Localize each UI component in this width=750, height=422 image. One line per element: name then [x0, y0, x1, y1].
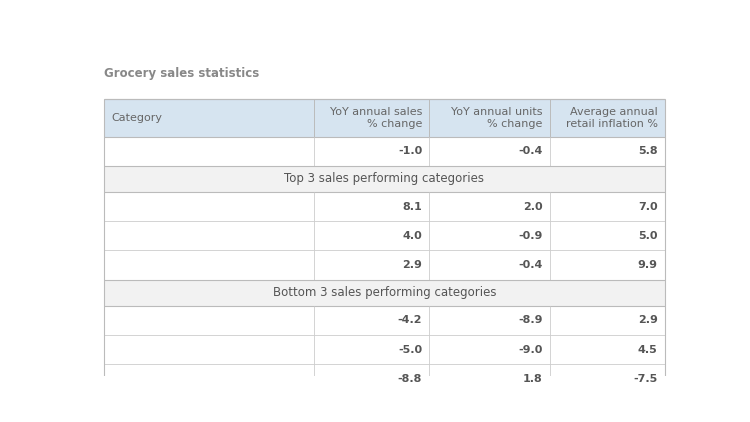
Text: Grocery sales statistics: Grocery sales statistics: [104, 67, 260, 80]
Text: Average annual
retail inflation %: Average annual retail inflation %: [566, 107, 658, 129]
Text: 7.0: 7.0: [638, 202, 658, 211]
Text: 9.9: 9.9: [638, 260, 658, 270]
Text: -0.4: -0.4: [518, 260, 543, 270]
Text: -4.2: -4.2: [398, 315, 422, 325]
Bar: [104, 335, 664, 364]
Text: 2.9: 2.9: [638, 315, 658, 325]
Text: YoY annual units
% change: YoY annual units % change: [452, 107, 543, 129]
Text: -0.4: -0.4: [518, 146, 543, 157]
Text: -0.9: -0.9: [518, 231, 543, 241]
Text: Category: Category: [111, 113, 162, 123]
Text: 2.0: 2.0: [523, 202, 543, 211]
Text: -1.0: -1.0: [398, 146, 422, 157]
Bar: [104, 306, 664, 335]
Bar: [104, 251, 664, 280]
Text: -8.9: -8.9: [518, 315, 543, 325]
Text: 5.8: 5.8: [638, 146, 658, 157]
Text: -8.8: -8.8: [398, 374, 422, 384]
Text: 5.0: 5.0: [638, 231, 658, 241]
Text: 4.0: 4.0: [403, 231, 422, 241]
Text: 2.9: 2.9: [402, 260, 422, 270]
Bar: [104, 280, 664, 306]
Text: -5.0: -5.0: [398, 345, 422, 354]
Bar: [104, 364, 664, 393]
Text: 4.5: 4.5: [638, 345, 658, 354]
Text: -7.5: -7.5: [633, 374, 658, 384]
Text: Bottom 3 sales performing categories: Bottom 3 sales performing categories: [273, 286, 496, 299]
Text: -9.0: -9.0: [518, 345, 543, 354]
Text: 1.8: 1.8: [523, 374, 543, 384]
Bar: [104, 137, 664, 166]
Text: YoY annual sales
% change: YoY annual sales % change: [330, 107, 422, 129]
Bar: [104, 221, 664, 251]
Text: 8.1: 8.1: [403, 202, 422, 211]
Bar: [104, 166, 664, 192]
Text: Top 3 sales performing categories: Top 3 sales performing categories: [284, 173, 484, 186]
Bar: [104, 192, 664, 221]
